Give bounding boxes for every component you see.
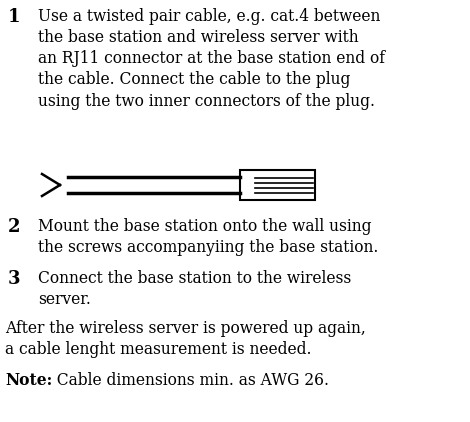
Text: Use a twisted pair cable, e.g. cat.4 between
the base station and wireless serve: Use a twisted pair cable, e.g. cat.4 bet… [38, 8, 385, 110]
Text: Note:: Note: [5, 372, 52, 389]
Text: Cable dimensions min. as AWG 26.: Cable dimensions min. as AWG 26. [47, 372, 329, 389]
Text: 2: 2 [8, 218, 21, 236]
Text: 1: 1 [8, 8, 21, 26]
Bar [240, 170, 315, 200]
Text: 3: 3 [8, 270, 21, 288]
Text: After the wireless server is powered up again,
a cable lenght measurement is nee: After the wireless server is powered up … [5, 320, 366, 358]
Text: Connect the base station to the wireless
server.: Connect the base station to the wireless… [38, 270, 351, 308]
Text: Mount the base station onto the wall using
the screws accompanyiing the base sta: Mount the base station onto the wall usi… [38, 218, 378, 256]
